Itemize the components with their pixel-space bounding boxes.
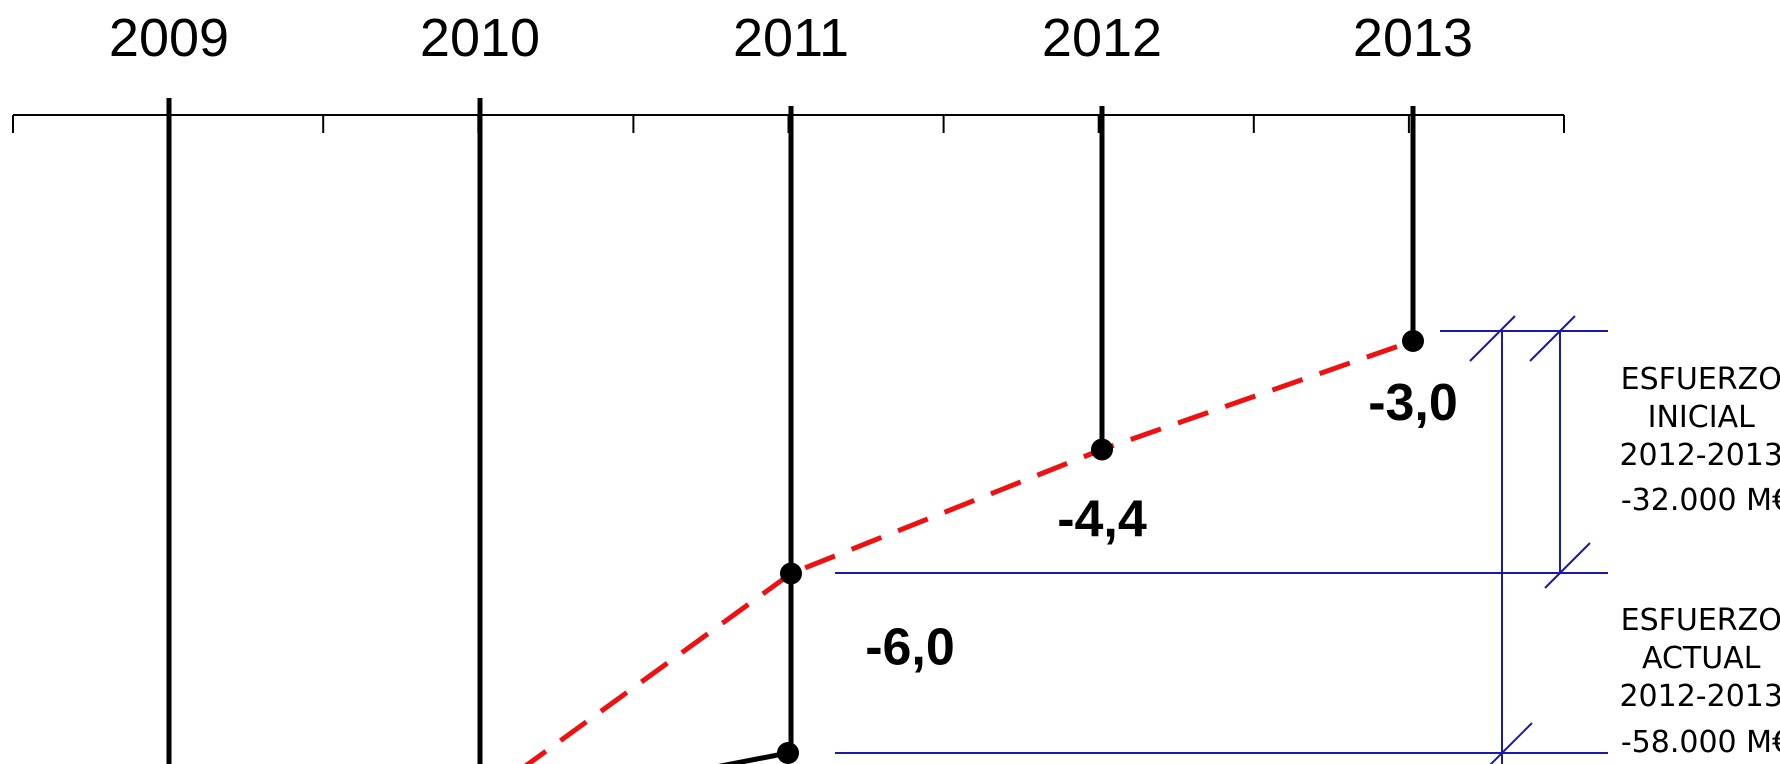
effort-actual-line: -58.000 M€ xyxy=(1621,725,1780,760)
year-label-2011: 2011 xyxy=(733,8,849,68)
data-point-2012 xyxy=(1091,438,1113,461)
lower-series-segment xyxy=(717,750,789,764)
year-stems xyxy=(166,98,1416,764)
year-label-2009: 2009 xyxy=(109,8,229,68)
bracket-tick xyxy=(1529,315,1576,362)
value-label-2012: -4,4 xyxy=(1057,491,1147,549)
data-points xyxy=(780,330,1424,585)
value-labels: -6,0 -4,4 -3,0 xyxy=(865,374,1458,677)
series-line xyxy=(524,338,1414,764)
data-point-2011 xyxy=(780,562,802,585)
effort-brackets xyxy=(835,315,1608,764)
effort-inicial-line: INICIAL xyxy=(1648,400,1755,435)
effort-inicial-label: ESFUERZO INICIAL 2012-2013 -32.000 M€ xyxy=(1619,362,1780,518)
year-label-2013: 2013 xyxy=(1353,8,1473,68)
value-label-2011: -6,0 xyxy=(865,619,955,677)
bracket-tick xyxy=(1544,542,1591,589)
lower-data-point xyxy=(777,742,799,764)
effort-actual-label: ESFUERZO ACTUAL 2012-2013 -58.000 M€ xyxy=(1619,603,1780,760)
year-label-2012: 2012 xyxy=(1042,8,1162,68)
bracket-tick xyxy=(1469,315,1516,362)
effort-actual-line: ACTUAL xyxy=(1642,641,1761,676)
effort-actual-line: ESFUERZO xyxy=(1621,603,1780,638)
effort-actual-line: 2012-2013 xyxy=(1619,679,1780,714)
value-label-2013: -3,0 xyxy=(1368,374,1458,432)
data-point-2013 xyxy=(1402,330,1424,352)
year-label-2010: 2010 xyxy=(420,8,540,68)
effort-inicial-line: 2012-2013 xyxy=(1619,438,1780,473)
effort-inicial-line: -32.000 M€ xyxy=(1621,483,1780,518)
effort-inicial-line: ESFUERZO xyxy=(1621,362,1780,397)
bracket-tick xyxy=(1489,722,1533,764)
year-labels: 2009 2010 2011 2012 2013 xyxy=(109,8,1473,68)
